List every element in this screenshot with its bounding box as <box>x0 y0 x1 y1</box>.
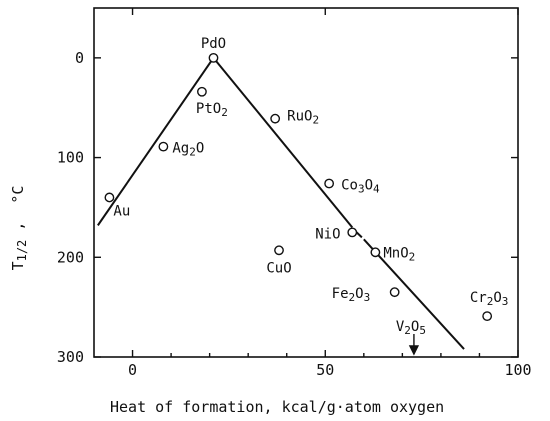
y-tick-label: 300 <box>57 348 84 366</box>
point-label: Ag2O <box>172 141 204 159</box>
data-point <box>370 247 381 258</box>
point-label: RuO2 <box>287 109 319 127</box>
data-point <box>389 287 400 298</box>
plot-frame <box>93 7 519 358</box>
x-tick-label: 50 <box>316 361 334 379</box>
data-point <box>197 86 207 97</box>
data-point <box>482 311 493 322</box>
point-label: NiO <box>315 226 340 242</box>
point-label: CuO <box>266 260 291 276</box>
point-label: Fe2O3 <box>332 286 371 304</box>
point-label: PtO2 <box>196 101 228 119</box>
data-point <box>270 113 281 124</box>
point-label: Co3O4 <box>341 177 380 195</box>
data-point <box>158 141 169 152</box>
point-labels: Au Ag2O PtO2 PdO RuO2 CuO Co3O4 NiO MnO2 Fe2O3 Cr2… <box>113 36 508 308</box>
x-tick-label: 0 <box>128 361 137 379</box>
y-tick-label: 100 <box>57 149 84 167</box>
point-label: PdO <box>201 36 226 52</box>
trend-line-falling-2 <box>363 238 465 350</box>
x-tick-label: 100 <box>504 361 531 379</box>
data-point <box>104 192 115 203</box>
point-label: MnO2 <box>383 245 415 263</box>
y-axis-title: T1/2 ,°C <box>9 186 29 271</box>
trend-line-falling-1 <box>212 57 354 229</box>
data-point <box>274 245 284 256</box>
trend-lines <box>97 57 465 350</box>
point-label: Au <box>113 203 130 219</box>
v2o5-label: V2O5 <box>396 319 426 337</box>
y-tick-label: 0 <box>75 49 84 67</box>
x-axis-title: Heat of formation, kcal/g·atom oxygen <box>110 398 444 416</box>
axes <box>93 7 519 358</box>
v2o5-arrow-head <box>408 345 420 356</box>
y-tick-label: 200 <box>57 248 84 266</box>
data-point <box>347 227 358 238</box>
trend-line-rising <box>97 57 215 226</box>
ticks: 0 50 100 0 100 200 300 <box>57 8 532 379</box>
point-label: Cr2O3 <box>470 290 509 308</box>
data-point <box>208 52 219 63</box>
data-point <box>324 178 335 189</box>
v2o5-marker: V2O5 <box>396 319 426 356</box>
data-points <box>104 52 493 322</box>
